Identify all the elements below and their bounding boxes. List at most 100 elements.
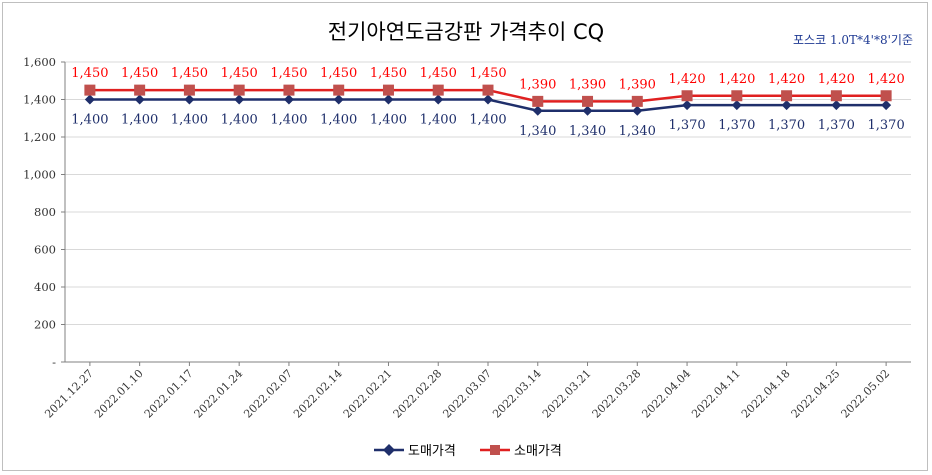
x-tick-label: 2022.02.21 bbox=[341, 367, 395, 421]
retail-point bbox=[631, 95, 643, 107]
wholesale-data-label: 1,400 bbox=[270, 113, 307, 128]
wholesale-point bbox=[532, 105, 543, 116]
data-labels: 1,400 1,400 1,400 1,400 1,400 1,400 1,400 1,400… bbox=[71, 66, 904, 139]
retail-point bbox=[233, 84, 245, 96]
legend-diamond-marker bbox=[383, 444, 395, 456]
retail-data-label: 1,450 bbox=[270, 66, 307, 81]
retail-data-label: 1,450 bbox=[370, 66, 407, 81]
y-tick-label: 400 bbox=[34, 280, 56, 294]
x-tick-label: 2022.04.25 bbox=[789, 367, 843, 421]
legend-item-wholesale: 도매가격 bbox=[374, 444, 456, 459]
retail-data-label: 1,420 bbox=[768, 72, 805, 87]
wholesale-point bbox=[632, 105, 643, 116]
x-tick-label: 2022.03.14 bbox=[490, 367, 544, 421]
wholesale-point bbox=[831, 100, 842, 111]
wholesale-point bbox=[134, 94, 145, 105]
legend-label-retail: 소매가격 bbox=[514, 444, 562, 459]
x-tick-label: 2022.03.21 bbox=[540, 367, 594, 421]
y-tick-label: 1,600 bbox=[23, 55, 56, 69]
retail-point bbox=[731, 90, 743, 102]
retail-point bbox=[84, 84, 96, 96]
wholesale-data-label: 1,370 bbox=[668, 118, 705, 133]
retail-data-label: 1,450 bbox=[221, 66, 258, 81]
wholesale-data-label: 1,340 bbox=[619, 124, 656, 139]
y-tick-label: 1,400 bbox=[23, 93, 56, 107]
wholesale-data-label: 1,370 bbox=[718, 118, 755, 133]
wholesale-data-label: 1,370 bbox=[868, 118, 905, 133]
grid-lines bbox=[65, 61, 911, 325]
wholesale-point bbox=[383, 94, 394, 105]
wholesale-data-label: 1,400 bbox=[370, 113, 407, 128]
wholesale-data-label: 1,370 bbox=[818, 118, 855, 133]
series-markers bbox=[84, 84, 892, 116]
retail-point bbox=[432, 84, 444, 96]
y-tick-label: 1,000 bbox=[23, 168, 56, 182]
x-tick-label: 2022.04.11 bbox=[689, 367, 743, 421]
wholesale-data-label: 1,400 bbox=[320, 113, 357, 128]
wholesale-point bbox=[881, 100, 892, 111]
wholesale-data-label: 1,340 bbox=[569, 124, 606, 139]
x-tick-label: 2022.01.10 bbox=[92, 367, 146, 421]
x-tick-label: 2022.02.14 bbox=[291, 367, 345, 421]
y-tick-label: 200 bbox=[34, 318, 56, 332]
retail-point bbox=[283, 84, 295, 96]
retail-data-label: 1,450 bbox=[320, 66, 357, 81]
x-tick-label: 2022.05.02 bbox=[839, 367, 893, 421]
x-tick-label: 2022.02.28 bbox=[391, 367, 445, 421]
legend-square-marker bbox=[490, 445, 500, 455]
retail-data-label: 1,450 bbox=[71, 66, 108, 81]
wholesale-data-label: 1,400 bbox=[171, 113, 208, 128]
retail-data-label: 1,390 bbox=[519, 77, 556, 92]
wholesale-data-label: 1,400 bbox=[469, 113, 506, 128]
retail-point bbox=[382, 84, 394, 96]
wholesale-data-label: 1,400 bbox=[221, 113, 258, 128]
retail-point bbox=[681, 90, 693, 102]
wholesale-point bbox=[582, 105, 593, 116]
retail-point bbox=[134, 84, 146, 96]
legend-label-wholesale: 도매가격 bbox=[408, 444, 456, 459]
retail-data-label: 1,450 bbox=[469, 66, 506, 81]
wholesale-point bbox=[333, 94, 344, 105]
wholesale-point bbox=[682, 100, 693, 111]
retail-point bbox=[183, 84, 195, 96]
wholesale-point bbox=[184, 94, 195, 105]
y-tick-label: 800 bbox=[34, 205, 56, 219]
wholesale-point bbox=[483, 94, 493, 105]
x-tick-label: 2022.01.24 bbox=[192, 367, 246, 421]
wholesale-point bbox=[731, 100, 742, 111]
retail-data-label: 1,420 bbox=[718, 72, 755, 87]
retail-point bbox=[482, 84, 494, 96]
wholesale-point bbox=[283, 94, 294, 105]
retail-data-label: 1,390 bbox=[619, 77, 656, 92]
wholesale-point bbox=[234, 94, 245, 105]
legend: 도매가격 소매가격 bbox=[374, 444, 562, 459]
chart-title: 전기아연도금강판 가격추이 CQ bbox=[328, 20, 604, 44]
wholesale-data-label: 1,400 bbox=[71, 113, 108, 128]
wholesale-data-label: 1,370 bbox=[768, 118, 805, 133]
x-tick-label: 2022.03.07 bbox=[440, 367, 494, 421]
retail-data-label: 1,450 bbox=[121, 66, 158, 81]
x-tick-label: 2022.04.18 bbox=[739, 367, 793, 421]
retail-point bbox=[532, 95, 544, 107]
retail-data-label: 1,390 bbox=[569, 77, 606, 92]
y-tick-label: - bbox=[52, 355, 56, 369]
retail-point bbox=[333, 84, 345, 96]
retail-point bbox=[781, 90, 793, 102]
retail-data-label: 1,420 bbox=[818, 72, 855, 87]
wholesale-data-label: 1,340 bbox=[519, 124, 556, 139]
retail-data-label: 1,450 bbox=[420, 66, 457, 81]
retail-point bbox=[880, 90, 892, 102]
x-tick-label: 2022.03.28 bbox=[590, 367, 644, 421]
retail-point bbox=[582, 95, 594, 107]
retail-data-label: 1,420 bbox=[868, 72, 905, 87]
wholesale-point bbox=[433, 94, 444, 105]
y-tick-label: 1,200 bbox=[23, 130, 56, 144]
legend-item-retail: 소매가격 bbox=[480, 444, 562, 459]
retail-point bbox=[830, 90, 842, 102]
x-tick-label: 2022.01.17 bbox=[142, 367, 196, 421]
wholesale-data-label: 1,400 bbox=[121, 113, 158, 128]
x-tick-label: 2021.12.27 bbox=[42, 367, 96, 421]
retail-data-label: 1,450 bbox=[171, 66, 208, 81]
